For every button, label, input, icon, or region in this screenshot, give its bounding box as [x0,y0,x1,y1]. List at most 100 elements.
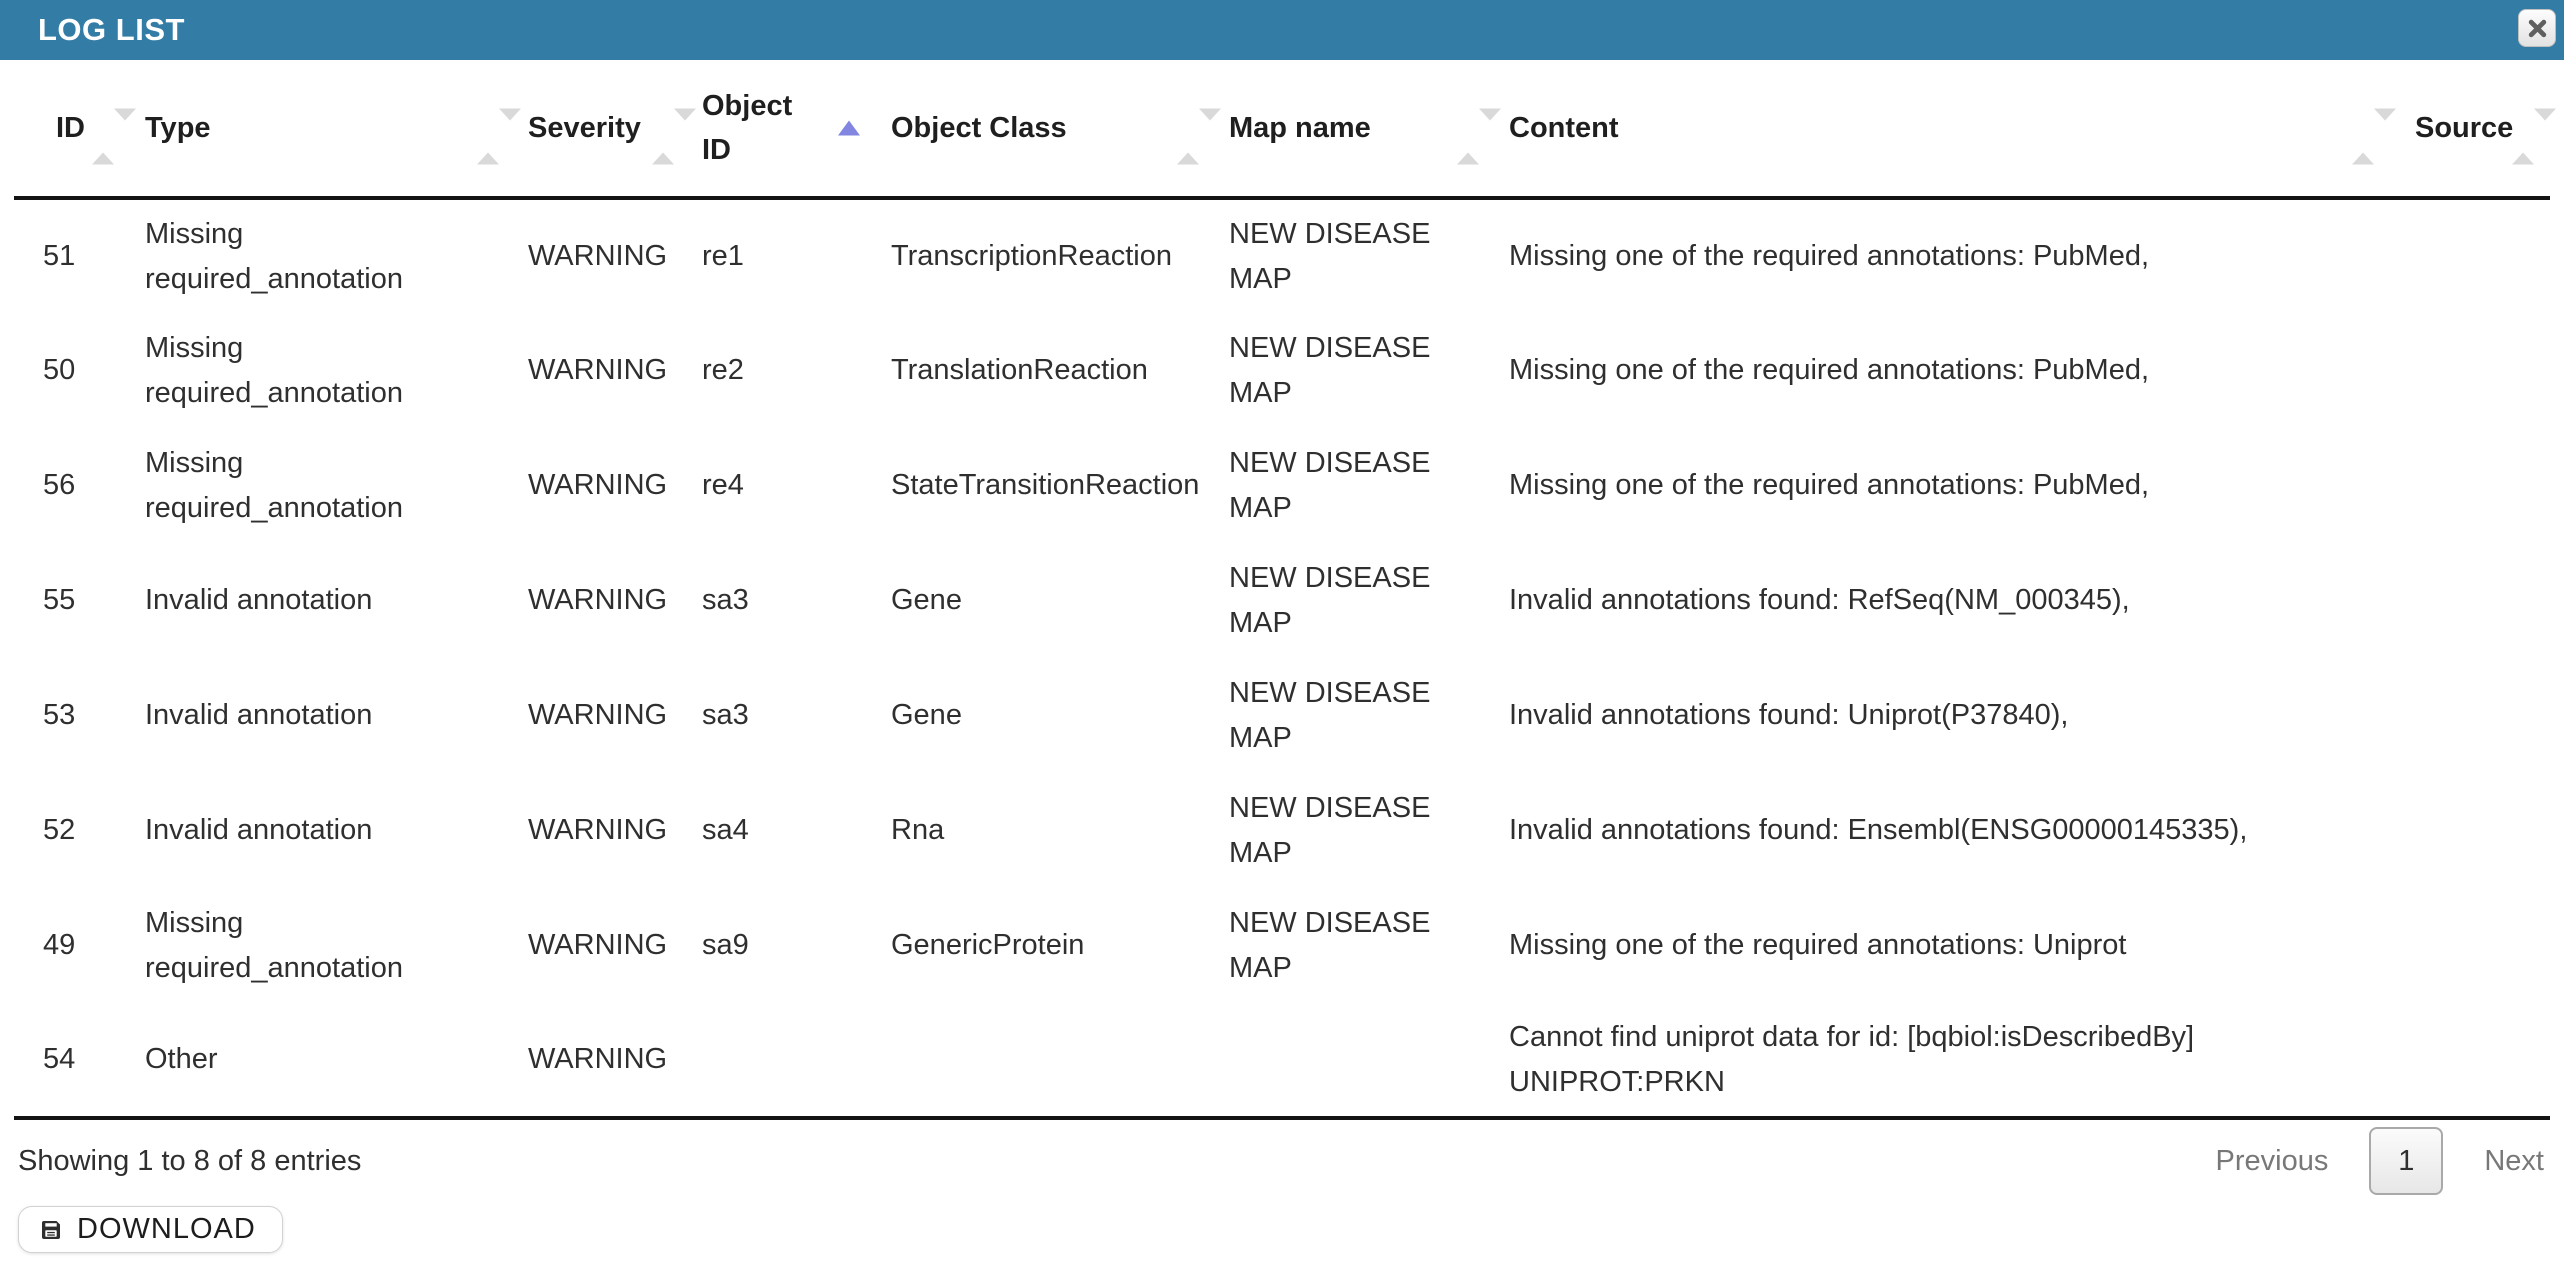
sort-icon [2352,108,2396,165]
cell-content: Missing one of the required annotations:… [1509,929,2127,961]
cell-content: Missing one of the required annotations:… [1509,469,2150,501]
sort-icon [1457,108,1501,165]
download-button[interactable]: DOWNLOAD [18,1206,283,1253]
cell-id: 55 [43,584,76,616]
cell-id: 54 [14,1003,130,1120]
cell-type: Invalid annotation [145,699,373,731]
cell-source [2390,773,2550,888]
table-row: 56 Missing required_annotation WARNING r… [14,428,2550,543]
column-header-object-id[interactable]: Object ID [690,60,870,200]
log-table-body: 51 Missing required_annotation WARNING r… [14,198,2550,1120]
cell-severity: WARNING [528,584,668,616]
cell-map-name: NEW DISEASE MAP [1229,446,1431,524]
cell-object-id: sa4 [702,814,749,846]
sort-icon [92,108,136,165]
pagination: Previous 1 Next [2210,1127,2550,1195]
cell-type: Missing required_annotation [145,331,403,409]
cell-id: 52 [43,814,76,846]
cell-severity: WARNING [528,469,668,501]
cell-type: Invalid annotation [145,584,373,616]
cell-object-class: TranslationReaction [891,354,1148,386]
sort-icon [2512,108,2556,165]
column-header-id[interactable]: ID [14,60,136,200]
cell-object-class: Gene [891,584,962,616]
column-header-object-class[interactable]: Object Class [870,60,1221,200]
cell-severity: WARNING [528,929,668,961]
cell-content: Missing one of the required annotations:… [1509,240,2150,272]
cell-source [2390,198,2550,313]
sort-icon [1177,108,1221,165]
column-header-type[interactable]: Type [130,60,521,200]
log-table: ID Type Severity Object ID Object Class [14,60,2556,1120]
cell-map-name [1215,1003,1495,1120]
cell-source [2390,658,2550,773]
table-footer: Showing 1 to 8 of 8 entries Previous 1 N… [14,1120,2550,1202]
table-row: 52 Invalid annotation WARNING sa4 Rna NE… [14,773,2550,888]
modal-titlebar: LOG LIST [0,0,2564,60]
cell-object-id: re4 [702,469,744,501]
close-button[interactable] [2518,9,2556,47]
cell-map-name: NEW DISEASE MAP [1229,331,1431,409]
column-header-map-name[interactable]: Map name [1215,60,1501,200]
cell-object-class: TranscriptionReaction [891,240,1172,272]
cell-object-id [690,1003,870,1120]
close-icon [2527,18,2548,39]
column-header-severity[interactable]: Severity [515,60,696,200]
cell-object-id: sa3 [702,584,749,616]
cell-type: Missing required_annotation [145,217,403,295]
cell-severity: WARNING [528,814,668,846]
cell-id: 53 [43,699,76,731]
cell-type: Missing required_annotation [145,446,403,524]
sort-icon [652,108,696,165]
table-row: 54 Other WARNING Cannot find uniprot dat… [14,1003,2550,1120]
cell-id: 49 [43,929,76,961]
pagination-page-current[interactable]: 1 [2369,1127,2444,1195]
cell-source [2390,1003,2550,1120]
cell-source [2390,428,2550,543]
cell-object-id: re2 [702,354,744,386]
cell-type: Missing required_annotation [145,906,403,984]
table-row: 50 Missing required_annotation WARNING r… [14,313,2550,428]
sort-icon [477,108,521,165]
cell-content: Cannot find uniprot data for id: [bqbiol… [1495,1003,2390,1120]
cell-map-name: NEW DISEASE MAP [1229,676,1431,754]
modal-title: LOG LIST [38,12,185,47]
cell-id: 50 [43,354,76,386]
cell-content: Invalid annotations found: Ensembl(ENSG0… [1509,814,2248,846]
cell-object-class: StateTransitionReaction [891,469,1200,501]
cell-source [2390,313,2550,428]
cell-object-class: Gene [891,699,962,731]
pagination-previous[interactable]: Previous [2215,1144,2329,1177]
entries-info: Showing 1 to 8 of 8 entries [18,1144,362,1177]
sort-ascending-icon [838,120,860,136]
cell-id: 51 [43,240,76,272]
cell-map-name: NEW DISEASE MAP [1229,906,1431,984]
save-icon [39,1218,63,1242]
download-label: DOWNLOAD [77,1213,256,1245]
cell-map-name: NEW DISEASE MAP [1229,217,1431,295]
cell-type: Other [130,1003,515,1120]
cell-object-id: re1 [702,240,744,272]
table-row: 51 Missing required_annotation WARNING r… [14,198,2550,313]
column-header-content[interactable]: Content [1495,60,2396,200]
cell-severity: WARNING [528,354,668,386]
column-header-source[interactable]: Source [2390,60,2556,200]
pagination-next[interactable]: Next [2484,1144,2544,1177]
cell-id: 56 [43,469,76,501]
cell-object-class: Rna [891,814,945,846]
cell-object-class [870,1003,1215,1120]
cell-map-name: NEW DISEASE MAP [1229,561,1431,639]
table-row: 55 Invalid annotation WARNING sa3 Gene N… [14,543,2550,658]
cell-source [2390,888,2550,1003]
table-row: 49 Missing required_annotation WARNING s… [14,888,2550,1003]
cell-object-class: GenericProtein [891,929,1085,961]
cell-content: Invalid annotations found: RefSeq(NM_000… [1509,584,2130,616]
cell-severity: WARNING [528,699,668,731]
cell-object-id: sa3 [702,699,749,731]
cell-map-name: NEW DISEASE MAP [1229,791,1431,869]
cell-object-id: sa9 [702,929,749,961]
table-row: 53 Invalid annotation WARNING sa3 Gene N… [14,658,2550,773]
cell-severity: WARNING [515,1003,690,1120]
cell-content: Invalid annotations found: Uniprot(P3784… [1509,699,2069,731]
